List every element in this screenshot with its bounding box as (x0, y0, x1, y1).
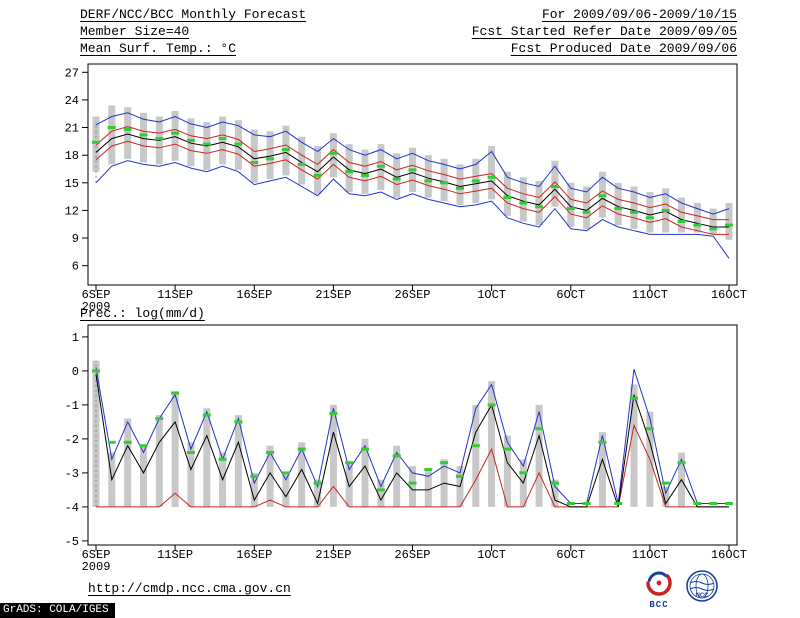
prec-y-tick-label: -2 (65, 433, 79, 447)
temp-y-tick-label: 21 (65, 122, 79, 136)
prec-ensemble-max-line (95, 367, 729, 504)
prec-y-tick-label: -3 (65, 467, 79, 481)
temp-x-tick-label: 6SEP (82, 288, 111, 302)
fcst-start-date: Fcst Started Refer Date 2009/09/05 (471, 24, 737, 39)
prec-x-year-label: 2009 (82, 560, 111, 574)
temp-x-tick-label: 16OCT (711, 288, 747, 302)
temp-y-tick-label: 27 (65, 66, 79, 80)
prec-observation-marks (92, 369, 733, 505)
temp-x-tick-label: 1OCT (477, 288, 506, 302)
prec-y-tick-label: 0 (72, 365, 79, 379)
temp-upper-quartile-line (95, 126, 729, 221)
prec-y-tick-label: 1 (72, 331, 79, 345)
prec-ensemble-mean-line (95, 374, 729, 508)
prec-y-tick-label: -5 (65, 535, 79, 549)
temp-y-tick-label: 9 (72, 232, 79, 246)
source-url[interactable]: http://cmdp.ncc.cma.gov.cn (88, 581, 291, 596)
temp-ensemble-mean-line (95, 133, 729, 228)
temp-x-axis: 6SEP 11SEP 16SEP 21SEP 26SEP 1OCT 6OCT 11OCT 16O… (82, 285, 747, 314)
forecast-period: For 2009/09/06-2009/10/15 (541, 7, 737, 22)
temp-ensemble-min-line (95, 160, 730, 259)
temp-panel-title: Mean Surf. Temp.: °C (80, 41, 237, 56)
prec-x-tick-label: 11SEP (157, 548, 193, 562)
prec-control-line (96, 423, 729, 508)
forecast-title: DERF/NCC/BCC Monthly Forecast (80, 7, 307, 22)
temp-y-tick-label: 6 (72, 260, 79, 274)
ncc-logo: NCC (684, 568, 720, 604)
temp-ensemble-max-line (95, 112, 730, 215)
bcc-logo: BCC (642, 568, 676, 610)
temp-x-tick-label: 6OCT (556, 288, 585, 302)
temp-x-tick-label: 21SEP (315, 288, 351, 302)
logo-group: BCC NCC (642, 568, 720, 610)
prec-x-tick-label: 11OCT (632, 548, 668, 562)
prec-x-tick-label: 6OCT (556, 548, 585, 562)
prec-y-tick-label: -1 (65, 399, 79, 413)
precip-panel-title: Prec.: log(mm/d) (80, 306, 205, 321)
temp-x-year-label: 2009 (82, 300, 111, 314)
prec-x-tick-label: 1OCT (477, 548, 506, 562)
bcc-logo-label: BCC (649, 600, 669, 610)
temp-x-tick-label: 26SEP (394, 288, 430, 302)
prec-x-tick-label: 6SEP (82, 548, 111, 562)
temp-x-tick-label: 11OCT (632, 288, 668, 302)
temp-ensemble-bars (92, 105, 733, 240)
temperature-chart: 6 9 12 15 18 21 24 27 6SEP 11SEP 16SEP 21SEP 26SEP 1O… (65, 63, 747, 314)
temp-y-axis: 6 9 12 15 18 21 24 27 (65, 66, 88, 274)
temp-observation-marks (92, 126, 733, 231)
bcc-swirl-icon (646, 570, 672, 596)
temp-y-tick-label: 15 (65, 177, 79, 191)
grads-credit: GrADS: COLA/IGES (0, 603, 115, 618)
ncc-globe-icon: NCC (686, 570, 718, 602)
fcst-produced-date: Fcst Produced Date 2009/09/06 (510, 41, 737, 56)
prec-x-tick-label: 16SEP (236, 548, 272, 562)
temp-y-tick-label: 18 (65, 149, 79, 163)
temp-lower-quartile-line (95, 140, 729, 235)
prec-y-tick-label: -4 (65, 501, 79, 515)
ncc-logo-label: NCC (696, 593, 710, 599)
prec-y-axis: -5 -4 -3 -2 -1 0 1 (65, 331, 88, 549)
prec-x-tick-label: 16OCT (711, 548, 747, 562)
member-size-label: Member Size=40 (80, 24, 190, 39)
temp-y-tick-label: 24 (65, 94, 79, 108)
prec-ensemble-bars (92, 360, 685, 507)
temp-y-tick-label: 12 (65, 204, 79, 218)
prec-x-tick-label: 21SEP (315, 548, 351, 562)
prec-x-tick-label: 26SEP (394, 548, 430, 562)
prec-x-axis: 6SEP 11SEP 16SEP 21SEP 26SEP 1OCT 6OCT 11OCT 16O… (82, 545, 747, 574)
temp-x-tick-label: 11SEP (157, 288, 193, 302)
prec-frame (87, 324, 738, 546)
temp-x-tick-label: 16SEP (236, 288, 272, 302)
